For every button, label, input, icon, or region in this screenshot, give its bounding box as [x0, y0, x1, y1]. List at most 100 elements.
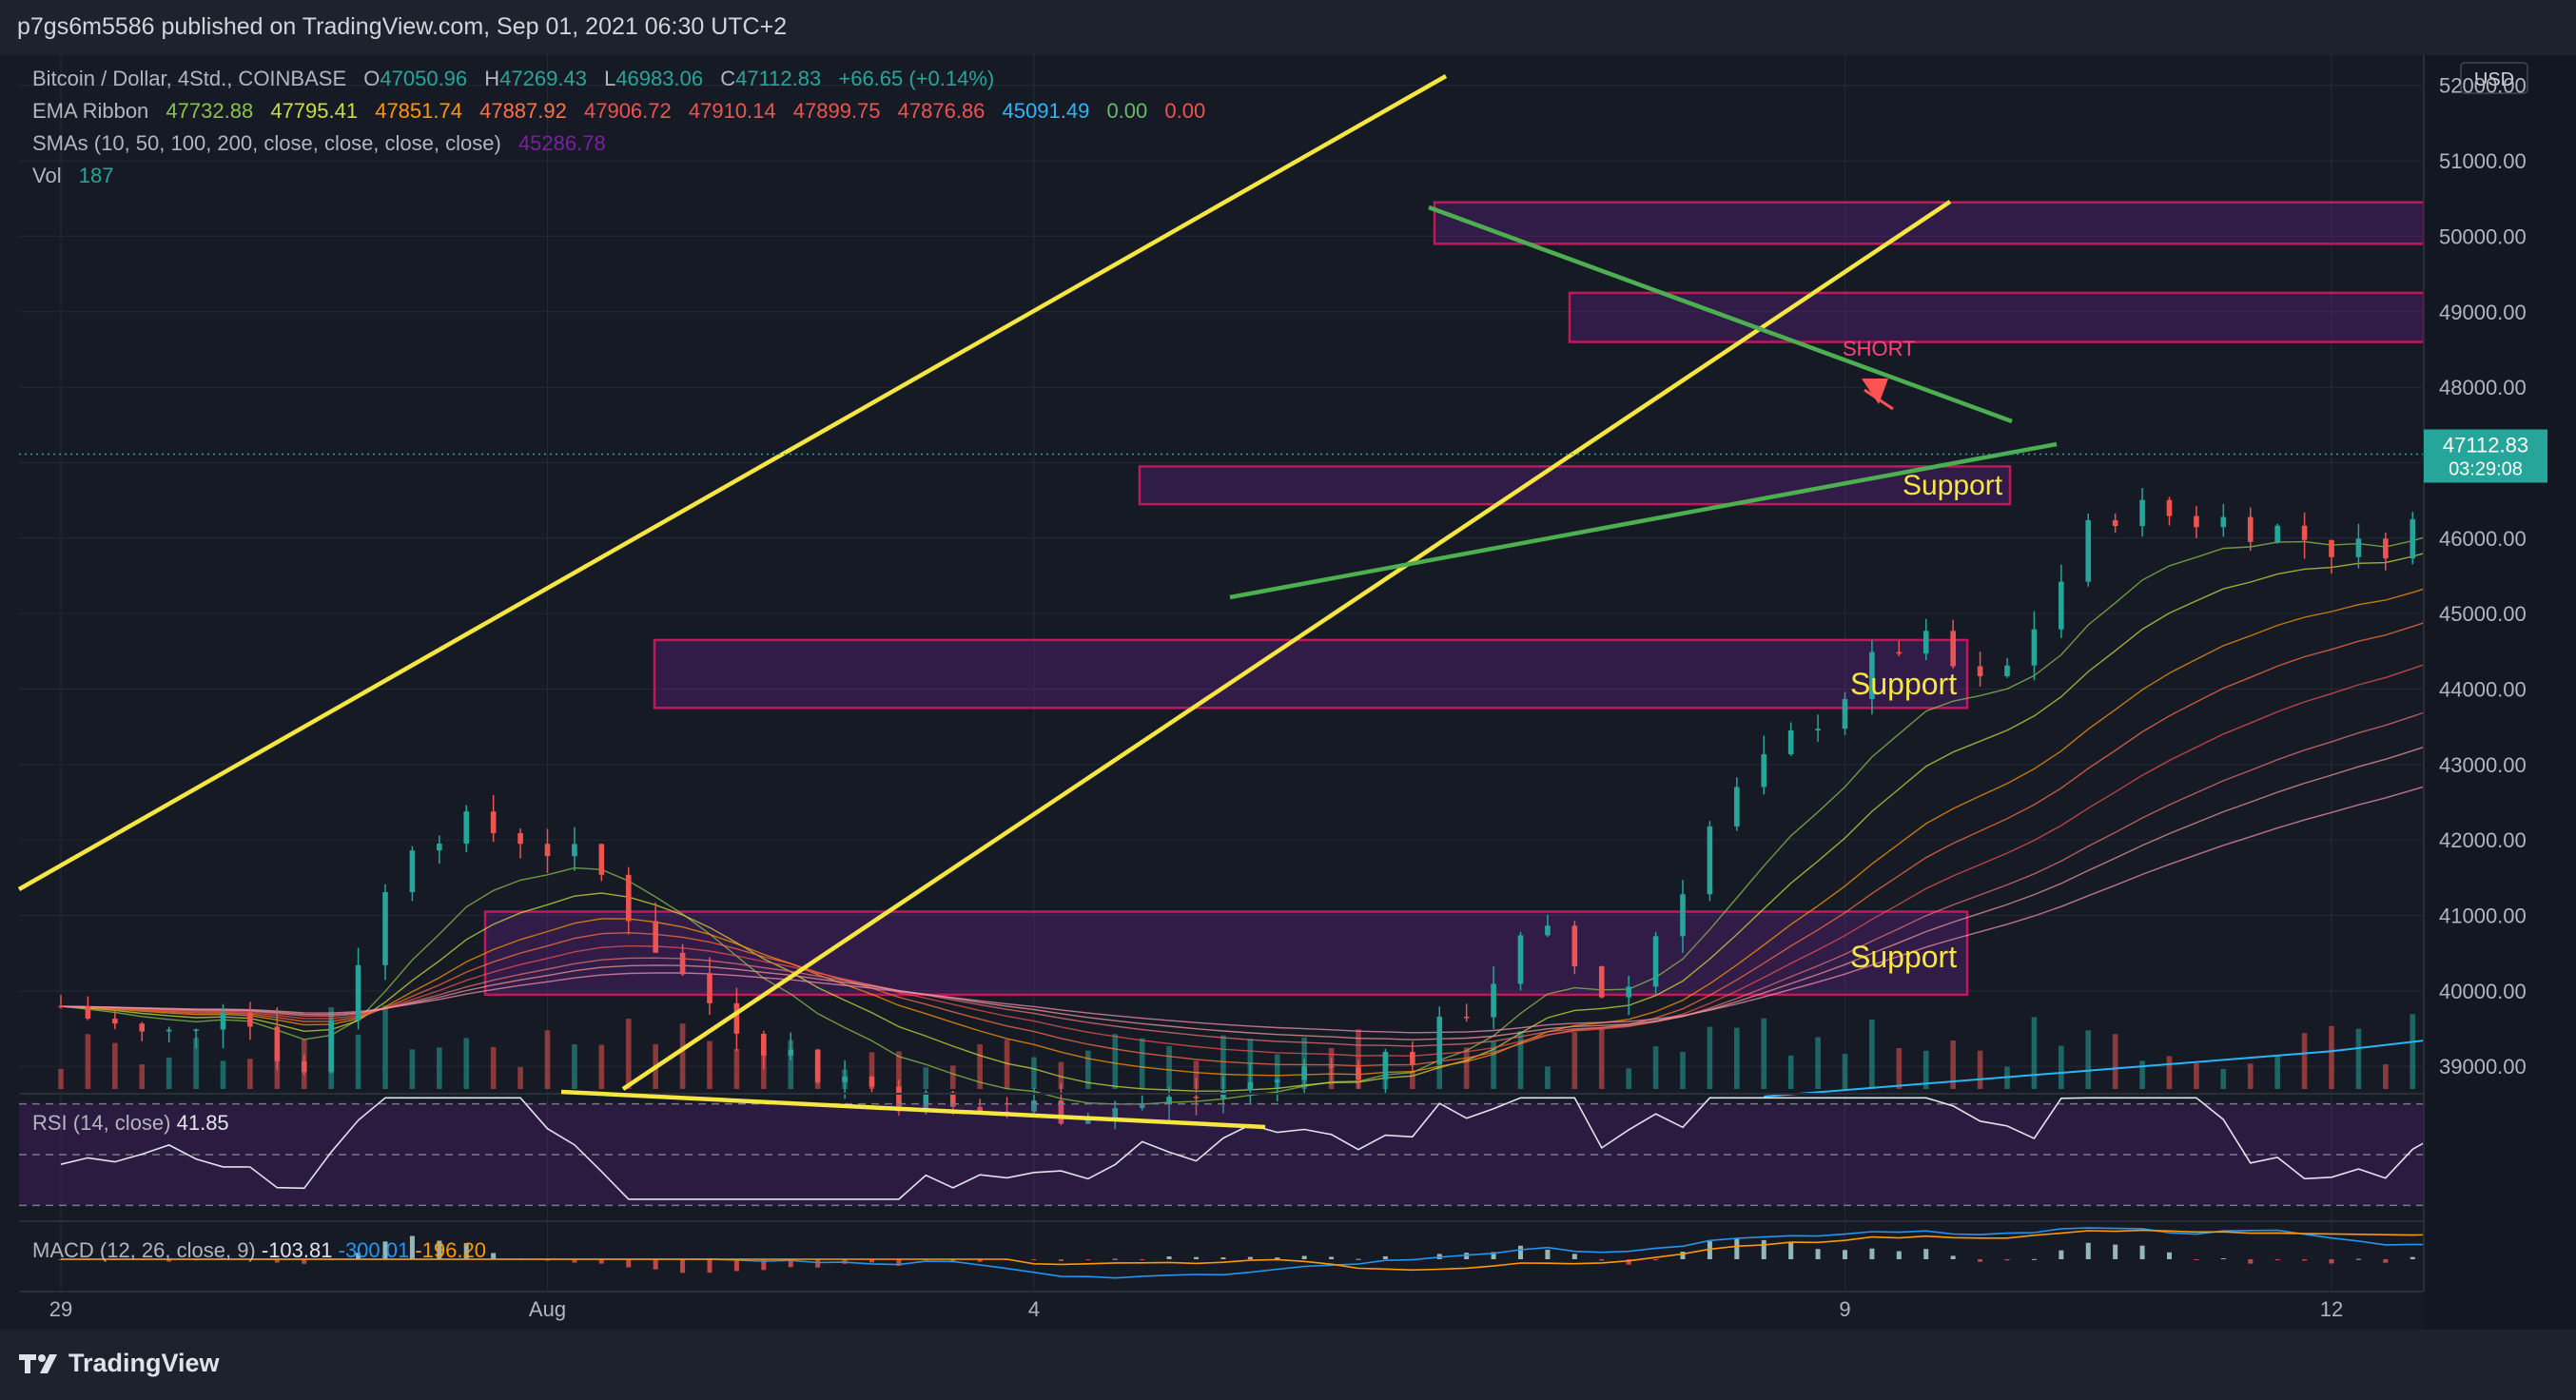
- price-chart[interactable]: Support Support Support SHORT 75.0050.00RSI…: [0, 0, 2576, 1330]
- candle: [1058, 1100, 1064, 1124]
- candle: [1301, 1066, 1307, 1080]
- macd-histogram-bar: [2410, 1256, 2415, 1259]
- candle: [409, 850, 416, 893]
- o-value: 47050.96: [380, 67, 468, 90]
- candle: [1274, 1079, 1280, 1082]
- macd-histogram-bar: [1491, 1252, 1496, 1259]
- macd-histogram-bar: [2383, 1259, 2389, 1263]
- time-tick-label: 4: [1028, 1297, 1040, 1321]
- candle: [572, 844, 577, 857]
- candle: [2031, 629, 2038, 666]
- volume-bar: [220, 1060, 226, 1089]
- symbol-title[interactable]: Bitcoin / Dollar, 4Std., COINBASE: [32, 67, 347, 90]
- vol-value: 187: [78, 164, 114, 187]
- macd-histogram-bar: [2194, 1259, 2199, 1260]
- o-label: O: [363, 67, 381, 90]
- price-tick-label: 46000.00: [2439, 527, 2527, 551]
- candle: [1598, 966, 1605, 998]
- ema-value: 47851.74: [375, 99, 462, 123]
- volume-bar: [1463, 1047, 1470, 1089]
- sma-label[interactable]: SMAs (10, 50, 100, 200, close, close, cl…: [32, 131, 501, 155]
- macd-histogram-bar: [1166, 1256, 1172, 1259]
- chart-area[interactable]: [0, 55, 2576, 1330]
- volume-bar: [2247, 1063, 2254, 1089]
- macd-histogram-bar: [491, 1253, 497, 1259]
- ema-label[interactable]: EMA Ribbon: [32, 99, 149, 123]
- volume-bar: [437, 1047, 442, 1089]
- volume-bar: [1031, 1057, 1037, 1089]
- candle: [1680, 894, 1686, 937]
- change-value: +66.65 (+0.14%): [838, 67, 995, 90]
- volume-bar: [2059, 1045, 2064, 1089]
- macd-histogram-bar: [2302, 1259, 2308, 1261]
- volume-bar: [2220, 1069, 2227, 1089]
- volume-bar: [2355, 1028, 2362, 1089]
- macd-histogram-bar: [1031, 1259, 1037, 1260]
- candle: [274, 1026, 281, 1061]
- macd-histogram-bar: [1356, 1258, 1361, 1260]
- candle: [2004, 665, 2010, 677]
- volume-bar: [1517, 1031, 1524, 1089]
- candle: [1382, 1051, 1389, 1080]
- rsi-value: 41.85: [177, 1111, 229, 1135]
- c-label: C: [720, 67, 736, 90]
- candle: [437, 844, 442, 851]
- volume-bar: [247, 1059, 253, 1089]
- candle: [868, 1077, 875, 1087]
- macd-histogram-bar: [896, 1259, 902, 1266]
- ema-line: [60, 634, 2576, 1058]
- candle: [2274, 525, 2280, 542]
- volume-bar: [1680, 1051, 1686, 1089]
- candle: [1922, 631, 1929, 654]
- macd-histogram-bar: [1653, 1259, 1659, 1261]
- candle: [2112, 519, 2118, 527]
- vol-label[interactable]: Vol: [32, 164, 62, 187]
- macd-histogram-bar: [869, 1259, 874, 1263]
- support-label: Support: [1850, 667, 1957, 701]
- macd-histogram-bar: [2004, 1259, 2010, 1261]
- candle: [1193, 1097, 1200, 1099]
- macd-histogram-bar: [2248, 1259, 2254, 1264]
- candle: [2247, 516, 2254, 542]
- candle: [1571, 925, 1578, 967]
- h-value: 47269.43: [499, 67, 587, 90]
- volume-bar: [1085, 1050, 1091, 1089]
- candle: [598, 844, 605, 875]
- macd-histogram-bar: [1707, 1241, 1712, 1259]
- volume-bar: [193, 1038, 199, 1089]
- macd-histogram-bar: [2031, 1258, 2037, 1260]
- volume-bar: [58, 1068, 64, 1089]
- macd-histogram-bar: [1112, 1258, 1118, 1260]
- volume-bar: [1950, 1040, 1956, 1089]
- macd-histogram-bar: [680, 1259, 686, 1274]
- macd-histogram-bar: [2329, 1259, 2334, 1264]
- short-label: SHORT: [1843, 337, 1916, 360]
- candle: [1950, 631, 1956, 667]
- macd-histogram-bar: [1599, 1259, 1605, 1261]
- price-tick-label: 41000.00: [2439, 904, 2527, 928]
- ema-line: [60, 568, 2576, 1077]
- candle: [1707, 826, 1713, 895]
- macd-histogram-bar: [1329, 1256, 1335, 1259]
- candle: [1517, 935, 1524, 984]
- candle: [1410, 1051, 1415, 1065]
- macd-histogram-bar: [572, 1259, 577, 1263]
- last-price-badge: [2424, 429, 2547, 483]
- volume-bar: [733, 1048, 740, 1089]
- volume-bar: [1545, 1066, 1551, 1089]
- macd-histogram-bar: [463, 1243, 469, 1259]
- volume-bar: [1787, 1055, 1794, 1089]
- candle: [761, 1033, 767, 1056]
- trend-lines: Support Support Support SHORT: [17, 74, 2576, 1098]
- volume-bar: [1274, 1054, 1280, 1089]
- tradingview-logo[interactable]: TradingView: [17, 1349, 220, 1378]
- volume-bar: [977, 1043, 983, 1089]
- macd-histogram-bar: [2139, 1245, 2145, 1259]
- volume-bar: [1112, 1034, 1119, 1089]
- candle: [949, 1092, 956, 1107]
- volume-bar: [1491, 1041, 1496, 1089]
- macd-histogram-bar: [1545, 1249, 1551, 1259]
- macd-histogram-bar: [1194, 1256, 1199, 1259]
- macd-histogram-bar: [1571, 1254, 1577, 1259]
